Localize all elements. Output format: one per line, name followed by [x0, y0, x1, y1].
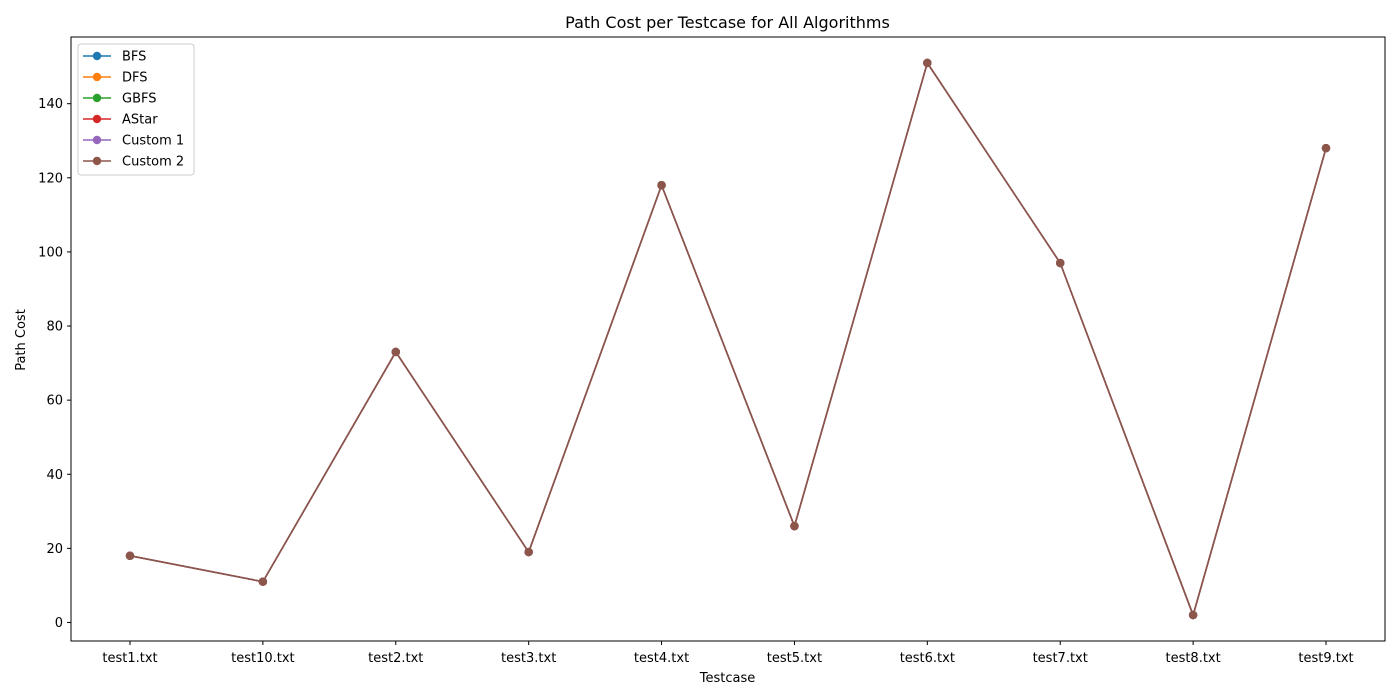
x-tick-label: test1.txt	[102, 651, 157, 666]
y-tick-label: 40	[46, 468, 63, 483]
x-axis-label: Testcase	[699, 671, 756, 686]
x-tick-label: test3.txt	[501, 651, 556, 666]
x-tick-label: test2.txt	[368, 651, 423, 666]
series-dfs	[126, 59, 1330, 620]
y-tick-label: 80	[46, 320, 63, 335]
x-tick-label: test7.txt	[1033, 651, 1088, 666]
legend-marker	[93, 94, 101, 102]
y-tick-label: 100	[38, 245, 63, 260]
x-tick-label: test5.txt	[767, 651, 822, 666]
legend-label: DFS	[122, 71, 148, 86]
data-point	[524, 548, 532, 556]
legend-label: Custom 1	[122, 134, 184, 149]
x-tick-label: test10.txt	[231, 651, 295, 666]
axes-frame	[71, 37, 1385, 641]
data-point	[1322, 144, 1330, 152]
series-line	[130, 63, 1326, 615]
x-tick-label: test9.txt	[1298, 651, 1353, 666]
data-point	[1189, 611, 1197, 619]
legend-label: Custom 2	[122, 155, 184, 170]
series-custom-1	[126, 59, 1330, 620]
series-custom-2	[126, 59, 1330, 620]
series-bfs	[126, 59, 1330, 620]
series-line	[130, 63, 1326, 615]
series-astar	[126, 59, 1330, 620]
data-point	[259, 578, 267, 586]
x-tick-label: test6.txt	[900, 651, 955, 666]
legend-label: AStar	[122, 113, 158, 128]
y-tick-label: 140	[38, 97, 63, 112]
data-point	[126, 552, 134, 560]
legend-label: GBFS	[122, 92, 157, 107]
series-line	[130, 63, 1326, 615]
y-tick-label: 0	[55, 616, 63, 631]
chart-title: Path Cost per Testcase for All Algorithm…	[565, 13, 890, 32]
legend-marker	[93, 157, 101, 165]
data-point	[1056, 259, 1064, 267]
y-axis-label: Path Cost	[14, 309, 29, 371]
legend-marker	[93, 52, 101, 60]
legend-marker	[93, 73, 101, 81]
y-tick-label: 20	[46, 542, 63, 557]
legend-label: BFS	[122, 50, 146, 65]
y-tick-label: 60	[46, 394, 63, 409]
series-line	[130, 63, 1326, 615]
legend-marker	[93, 136, 101, 144]
x-tick-label: test4.txt	[634, 651, 689, 666]
data-point	[657, 181, 665, 189]
data-point	[790, 522, 798, 530]
x-tick-label: test8.txt	[1165, 651, 1220, 666]
series-line	[130, 63, 1326, 615]
data-point	[923, 59, 931, 67]
series-line	[130, 63, 1326, 615]
data-point	[392, 348, 400, 356]
legend: BFS DFS GBFS AStar Custom 1 Custom 2	[78, 44, 194, 175]
y-tick-label: 120	[38, 171, 63, 186]
series-gbfs	[126, 59, 1330, 620]
legend-marker	[93, 115, 101, 123]
plot-area: test1.txt test10.txt test2.txt test3.txt tes…	[38, 37, 1385, 666]
